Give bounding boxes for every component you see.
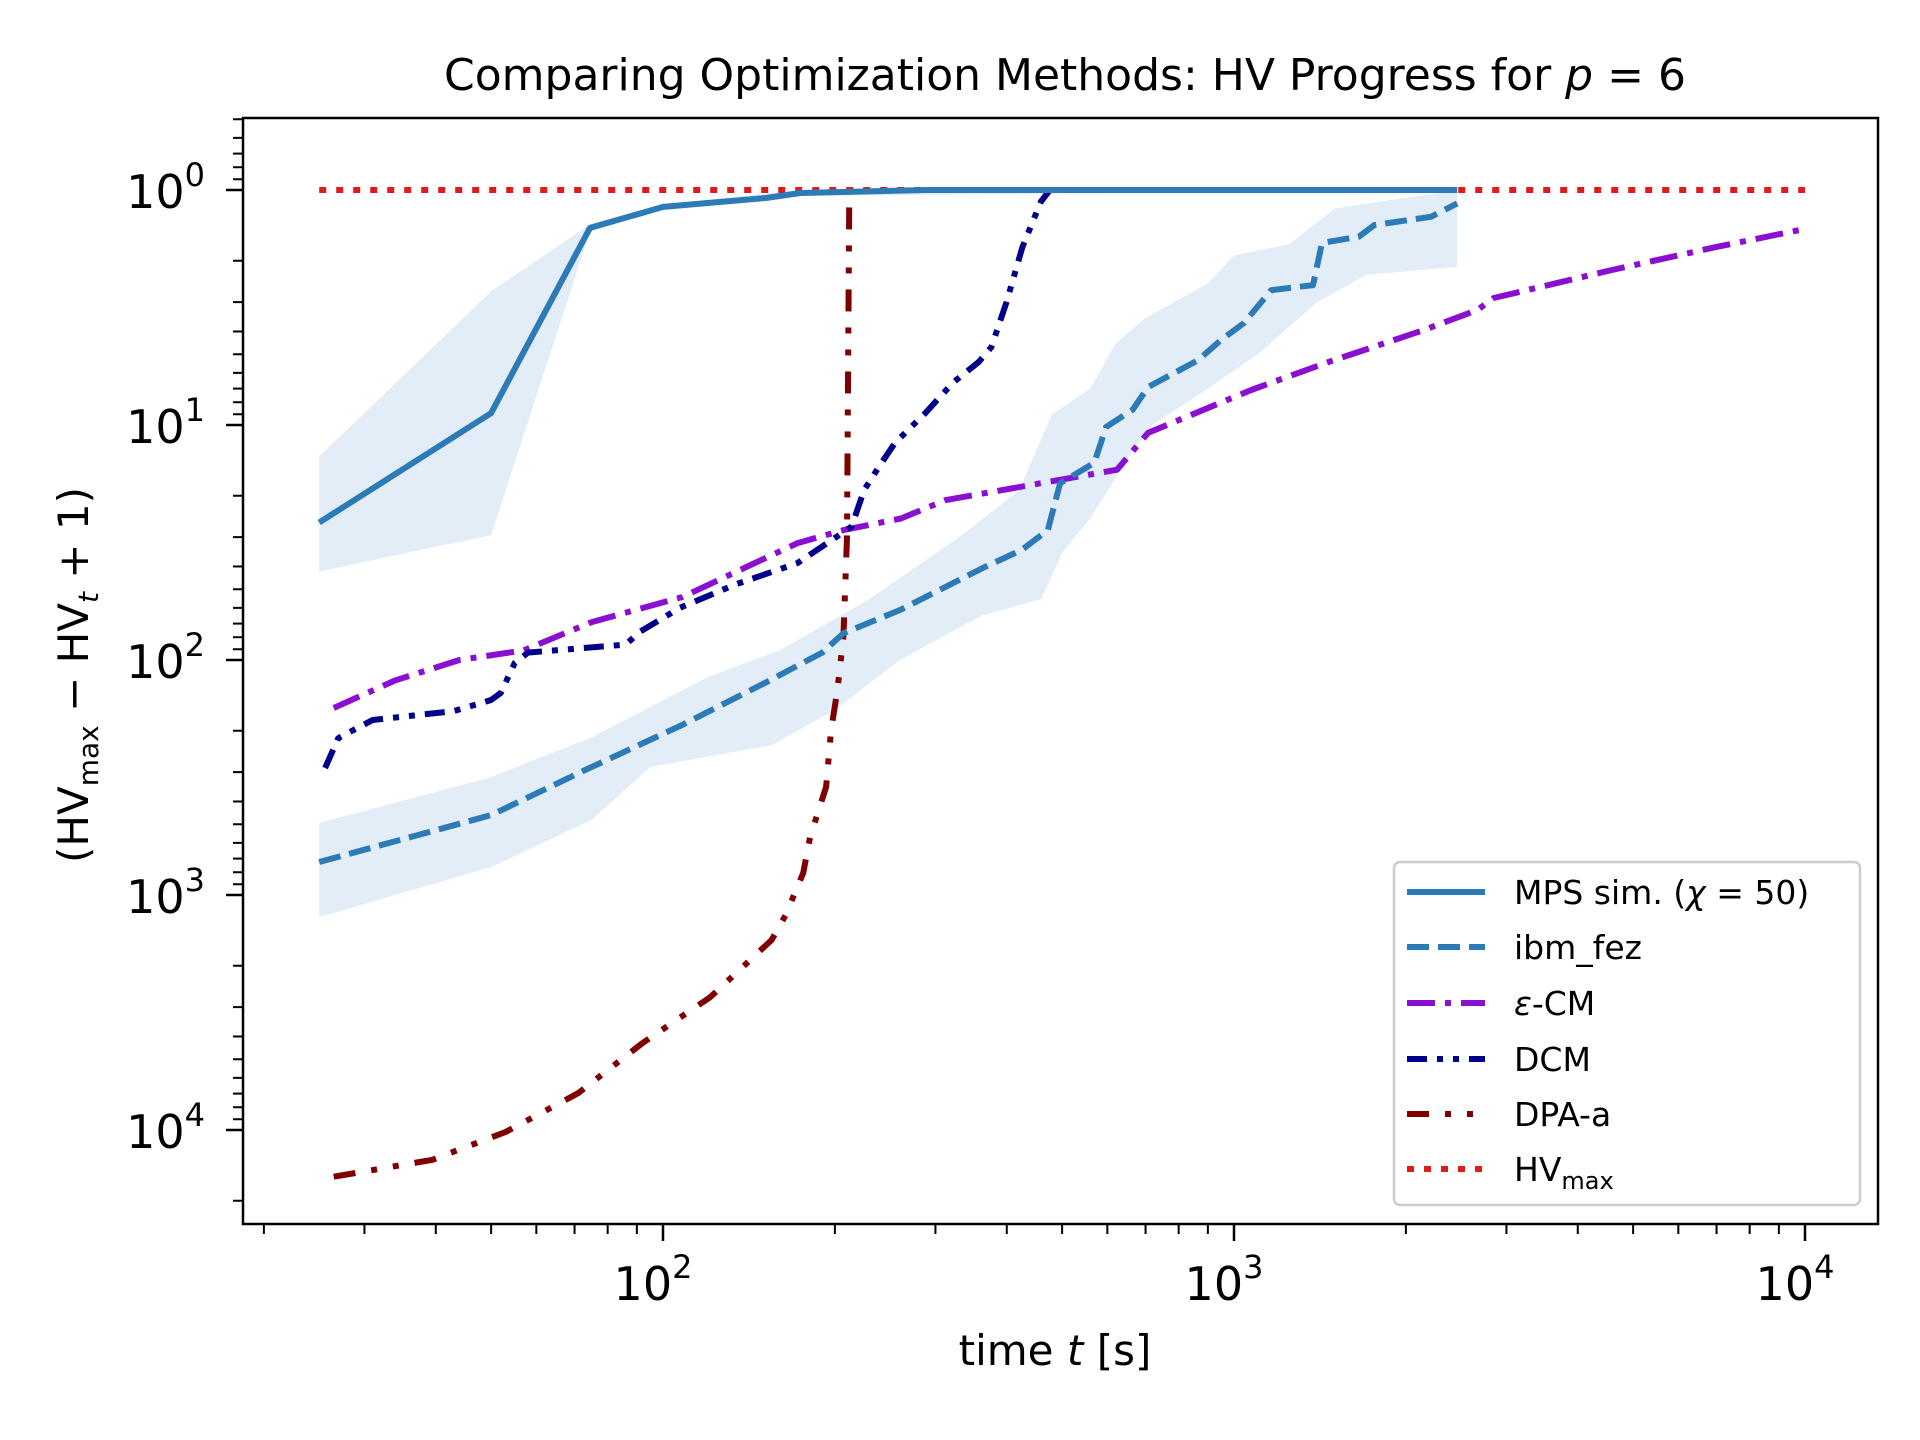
axes-frame	[241, 116, 1880, 1226]
y-axis: 100 101 102 103 104	[126, 118, 243, 1202]
dpa-a-line	[333, 189, 853, 1180]
series-lines	[317, 187, 1805, 1180]
mps-sim-50-line	[317, 187, 1458, 526]
x-tick-label: 103	[1185, 1248, 1264, 1311]
mps-sim-50-confidence-band	[319, 190, 1458, 572]
cm-line	[332, 226, 1804, 711]
x-tick-label: 102	[614, 1248, 693, 1311]
dcm-line	[322, 188, 1053, 770]
legend-label: DCM	[1514, 1040, 1591, 1079]
legend-item-cm: ε-CM	[1407, 984, 1595, 1023]
legend: MPS sim. (χ = 50) ibm_fez ε-CM DCM DPA-a HVma…	[1392, 860, 1862, 1207]
chart-title: Comparing Optimization Methods: HV Progr…	[444, 50, 1686, 101]
legend-label: ε-CM	[1514, 984, 1595, 1023]
y-tick-label: 101	[126, 391, 205, 454]
legend-item-hv-max: HVmax	[1407, 1150, 1614, 1195]
x-axis-label: time t [s]	[959, 1326, 1152, 1375]
legend-item-ibm-fez: ibm_fez	[1407, 928, 1642, 967]
y-tick-label: 104	[126, 1096, 205, 1159]
confidence-bands	[319, 190, 1458, 918]
y-tick-label: 102	[126, 626, 205, 689]
x-tick-label: 104	[1756, 1248, 1835, 1311]
y-tick-label: 100	[126, 156, 205, 219]
ibm-fez-line	[318, 200, 1459, 865]
x-axis: 102 103 104	[262, 1224, 1835, 1311]
legend-label: ibm_fez	[1514, 928, 1642, 967]
y-tick-label: 103	[126, 861, 205, 924]
ibm-fez-confidence-band	[319, 190, 1458, 918]
legend-item-dpa-a: DPA-a	[1407, 1095, 1611, 1134]
legend-label: MPS sim. (χ = 50)	[1514, 873, 1809, 912]
legend-label: DPA-a	[1514, 1095, 1611, 1134]
y-axis-label: (HVmax − HVt + 1)	[49, 487, 105, 863]
legend-item-dcm: DCM	[1407, 1040, 1591, 1079]
legend-box	[1392, 860, 1862, 1207]
legend-item-mps-sim-50: MPS sim. (χ = 50)	[1407, 873, 1809, 912]
legend-label: HVmax	[1514, 1150, 1614, 1195]
